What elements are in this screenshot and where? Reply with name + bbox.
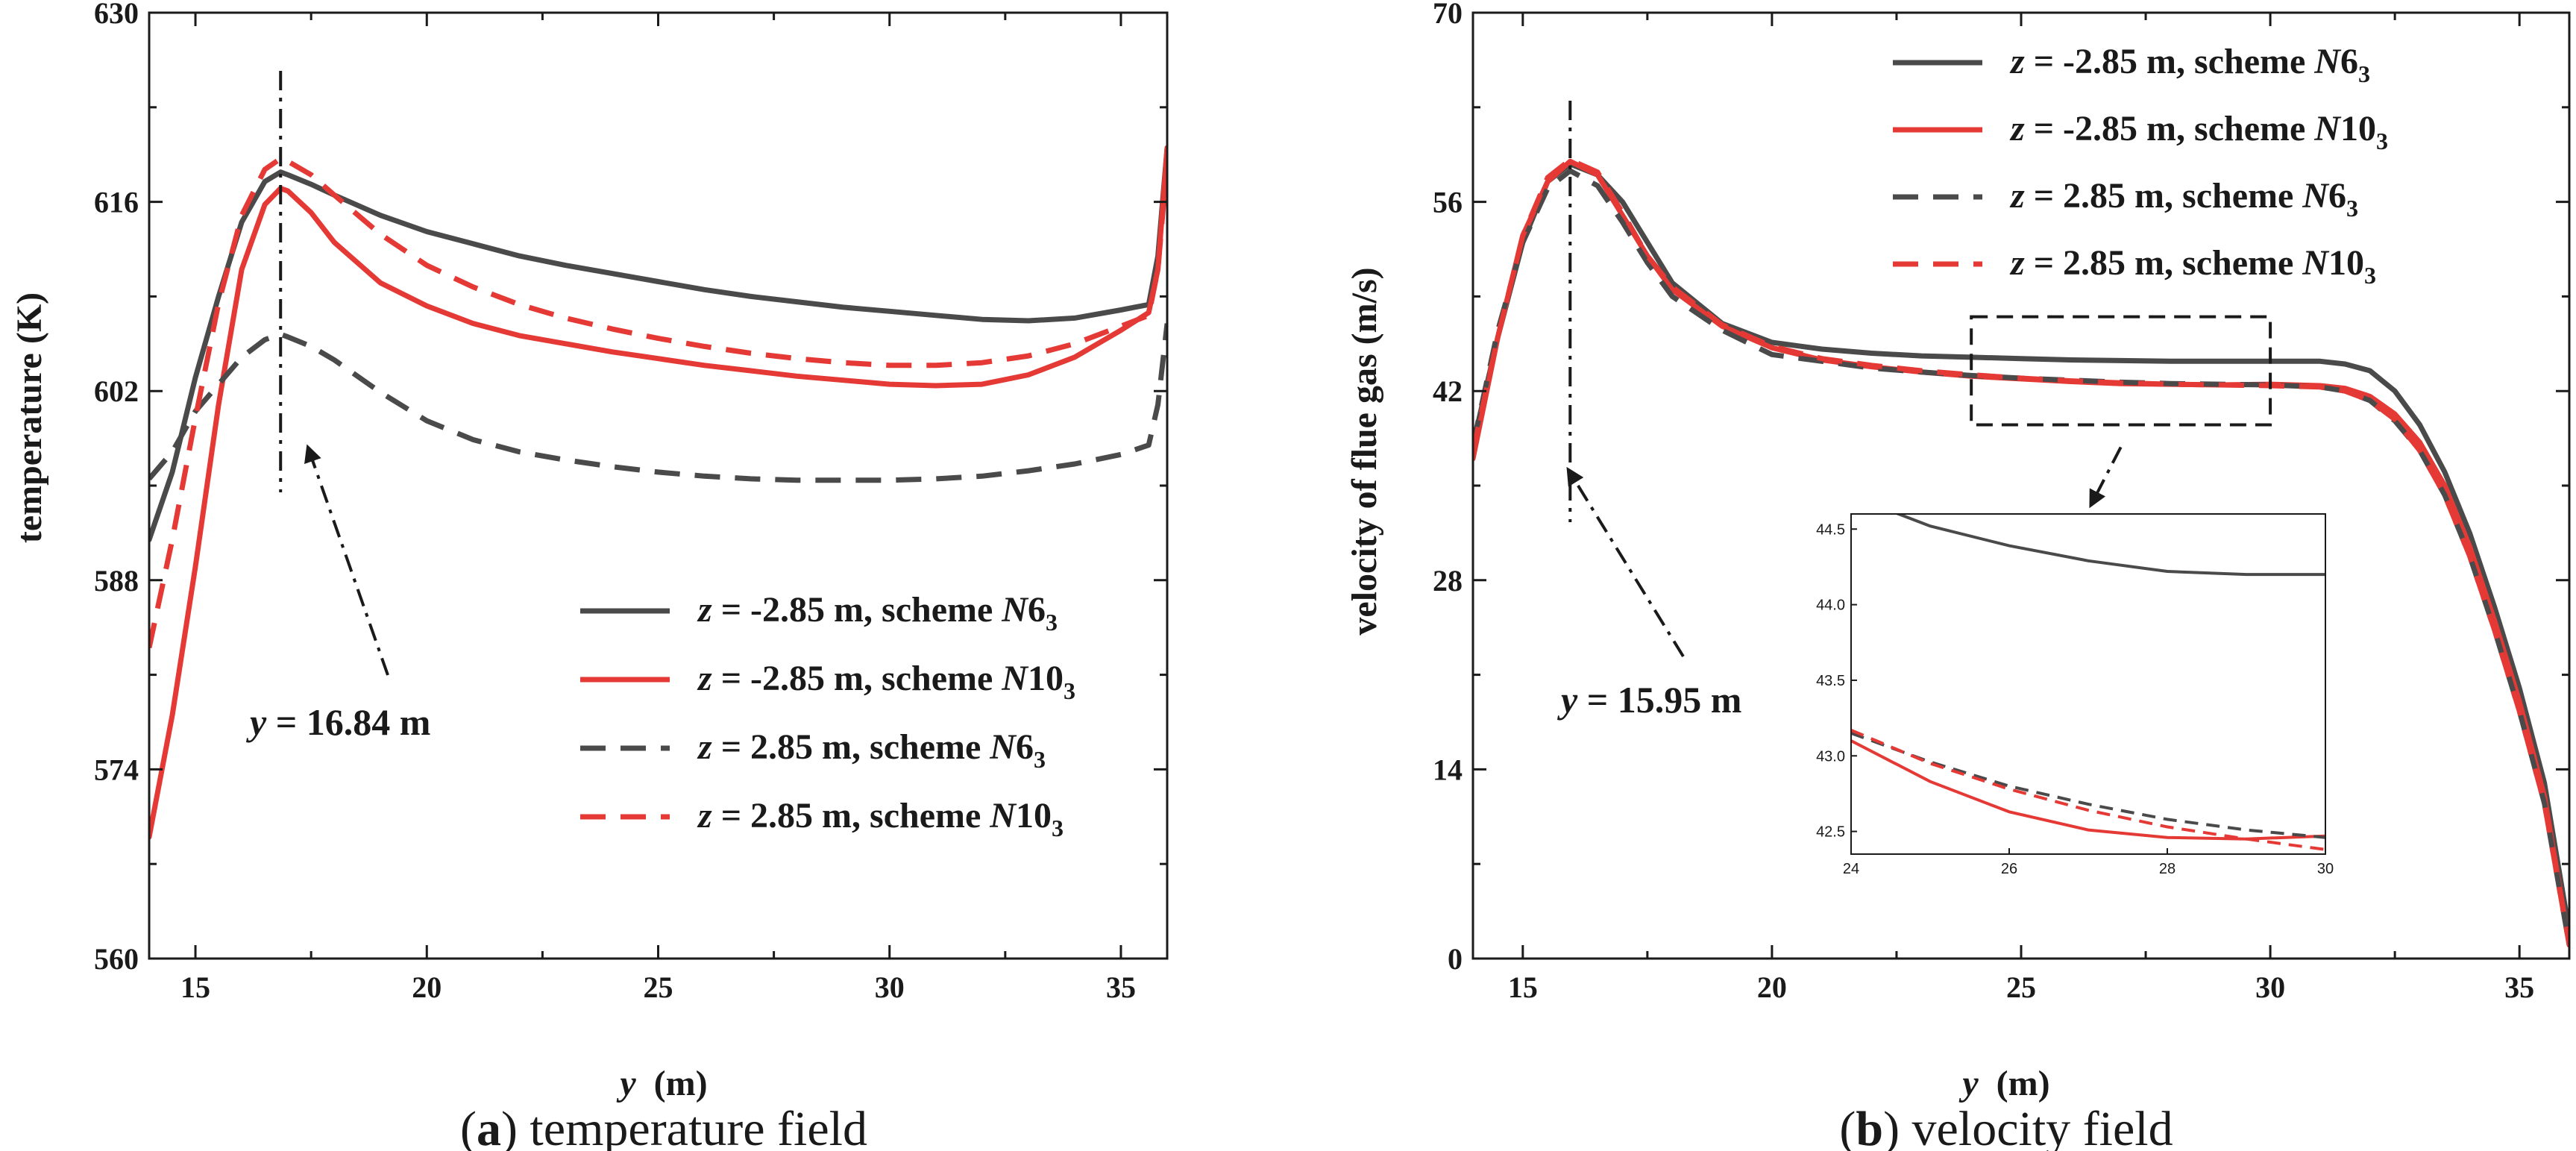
inset-ytick-label: 43.5	[1816, 673, 1845, 689]
pa-legend-label-3: z = 2.85 m, scheme N103	[697, 796, 1064, 841]
inset-ytick-label: 44.0	[1816, 598, 1845, 614]
inset-series-line-2	[1851, 732, 2325, 839]
pb-legend-label-1: z = -2.85 m, scheme N103	[2009, 109, 2388, 154]
velocity-chart: velocity of flue gas (m/s) y (m) (b) vel…	[1345, 0, 2571, 1151]
pb-xtick-label: 30	[2255, 970, 2285, 1004]
pa-series-line-2	[149, 323, 1167, 483]
inset-frame	[1850, 513, 2326, 855]
pb-legend-label-0: z = -2.85 m, scheme N63	[2009, 42, 2370, 87]
pa-ytick-label: 616	[94, 186, 139, 219]
temperature-caption: (a) temperature field	[460, 1102, 867, 1151]
pa-ytick-label: 574	[94, 753, 139, 786]
temperature-xlabel: y (m)	[616, 1064, 707, 1103]
inset-background	[1851, 514, 2325, 854]
pb-legend-label-2: z = 2.85 m, scheme N63	[2009, 176, 2358, 222]
pa-annotation-label: y = 16.84 m	[246, 701, 430, 743]
inset-series-line-0	[1894, 514, 2325, 577]
inset-xtick-label: 28	[2159, 861, 2176, 877]
zoom-arrow	[2089, 446, 2123, 509]
velocity-xlabel: y (m)	[1958, 1064, 2049, 1103]
pb-ytick-label: 42	[1433, 374, 1463, 408]
pb-ytick-label: 28	[1433, 564, 1463, 598]
pa-series-line-0	[149, 145, 1167, 542]
pb-series-line-2	[1473, 168, 2569, 946]
inset-series-line-3	[1851, 728, 2325, 851]
pb-xtick-label: 20	[1757, 970, 1787, 1004]
pb-annotation-arrow	[1566, 466, 1685, 658]
pa-ytick-label: 588	[94, 564, 139, 598]
inset-ytick-label: 44.5	[1816, 521, 1845, 538]
pa-xtick-label: 20	[412, 970, 442, 1004]
pa-legend-label-0: z = -2.85 m, scheme N63	[697, 590, 1058, 636]
pb-ytick-label: 0	[1448, 942, 1463, 976]
pa-series-line-1	[149, 145, 1167, 840]
inset-ytick-label: 42.5	[1816, 824, 1845, 841]
inset-ytick-label: 43.0	[1816, 748, 1845, 765]
pb-xtick-label: 25	[2006, 970, 2036, 1004]
pb-xtick-label: 15	[1508, 970, 1538, 1004]
pa-series-line-3	[149, 156, 1167, 649]
pa-xtick-label: 30	[875, 970, 905, 1004]
pb-ytick-label: 70	[1433, 0, 1463, 30]
pa-xtick-label: 15	[180, 970, 210, 1004]
inset-xtick-label: 26	[2001, 861, 2017, 877]
pa-annotation-arrow	[304, 444, 389, 676]
zoom-region-box	[1970, 315, 2272, 427]
inset-xtick-label: 30	[2317, 861, 2334, 877]
velocity-caption: (b) velocity field	[1839, 1102, 2173, 1151]
pb-ytick-label: 56	[1433, 186, 1463, 219]
pa-ytick-label: 560	[94, 942, 139, 976]
pa-legend-label-2: z = 2.85 m, scheme N63	[697, 727, 1046, 773]
temperature-ylabel: temperature (K)	[10, 292, 49, 543]
pa-xtick-label: 35	[1106, 970, 1136, 1004]
pb-xtick-label: 35	[2504, 970, 2534, 1004]
pa-xtick-label: 25	[644, 970, 673, 1004]
pb-ytick-label: 14	[1433, 753, 1463, 786]
pa-legend-label-1: z = -2.85 m, scheme N103	[697, 659, 1075, 704]
inset-xtick-label: 24	[1843, 861, 1859, 877]
pb-legend-label-3: z = 2.85 m, scheme N103	[2009, 243, 2376, 289]
pa-ytick-label: 602	[94, 374, 139, 408]
velocity-ylabel: velocity of flue gas (m/s)	[1345, 267, 1384, 635]
pa-ytick-label: 630	[94, 0, 139, 30]
temperature-chart: temperature (K) y (m) (a) temperature fi…	[10, 0, 1169, 1151]
pb-annotation-label: y = 15.95 m	[1557, 679, 1741, 721]
